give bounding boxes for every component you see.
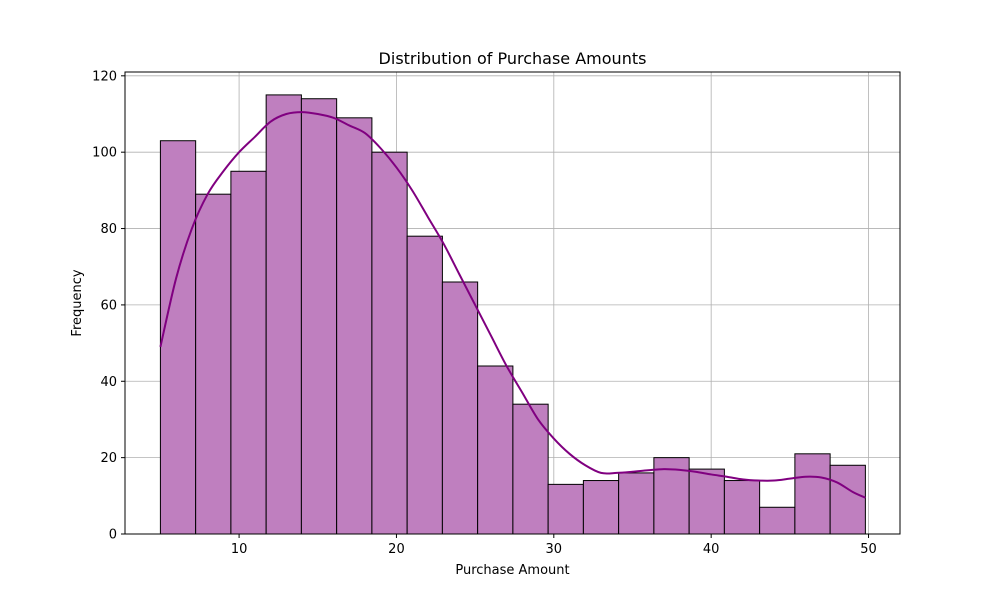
bar-8 [441, 281, 479, 535]
bar-4 [300, 98, 338, 535]
x-tick-label-20: 20 [388, 542, 405, 557]
kde-line [159, 111, 866, 499]
bar-12 [582, 480, 620, 535]
bar-19 [829, 464, 866, 535]
y-tick-label-100: 100 [92, 146, 117, 161]
axis-ticks: 10 20 30 40 50 0 20 40 60 80 100 120 [92, 69, 877, 557]
bar-3 [265, 94, 302, 535]
x-tick-label-30: 30 [546, 542, 563, 557]
bar-2 [230, 170, 267, 535]
y-tick-label-20: 20 [100, 451, 117, 466]
bar-10 [512, 403, 549, 535]
x-tick-label-40: 40 [703, 542, 720, 557]
y-tick-label-0: 0 [109, 528, 117, 543]
x-tick-label-10: 10 [231, 542, 248, 557]
y-tick-label-120: 120 [92, 69, 117, 84]
y-tick-label-40: 40 [100, 375, 117, 390]
bar-17 [759, 506, 796, 535]
bar-7 [406, 235, 443, 535]
bar-18 [794, 453, 831, 535]
bar-5 [336, 117, 373, 535]
x-tick-label-50: 50 [860, 542, 877, 557]
bar-6 [371, 151, 408, 535]
chart-title: Distribution of Purchase Amounts [379, 49, 647, 68]
bar-13 [618, 472, 655, 535]
y-tick-label-80: 80 [100, 222, 117, 237]
bar-15 [688, 468, 725, 535]
x-axis-label: Purchase Amount [455, 563, 569, 578]
histogram-bars [159, 94, 866, 535]
plot-frame [124, 71, 901, 535]
bar-16 [723, 480, 761, 535]
bar-1 [195, 193, 232, 535]
bar-11 [547, 483, 584, 535]
kde-curve-group [159, 111, 866, 499]
y-axis-label: Frequency [70, 269, 85, 336]
y-tick-label-60: 60 [100, 298, 117, 313]
bar-0 [159, 140, 197, 535]
bar-9 [477, 365, 514, 535]
